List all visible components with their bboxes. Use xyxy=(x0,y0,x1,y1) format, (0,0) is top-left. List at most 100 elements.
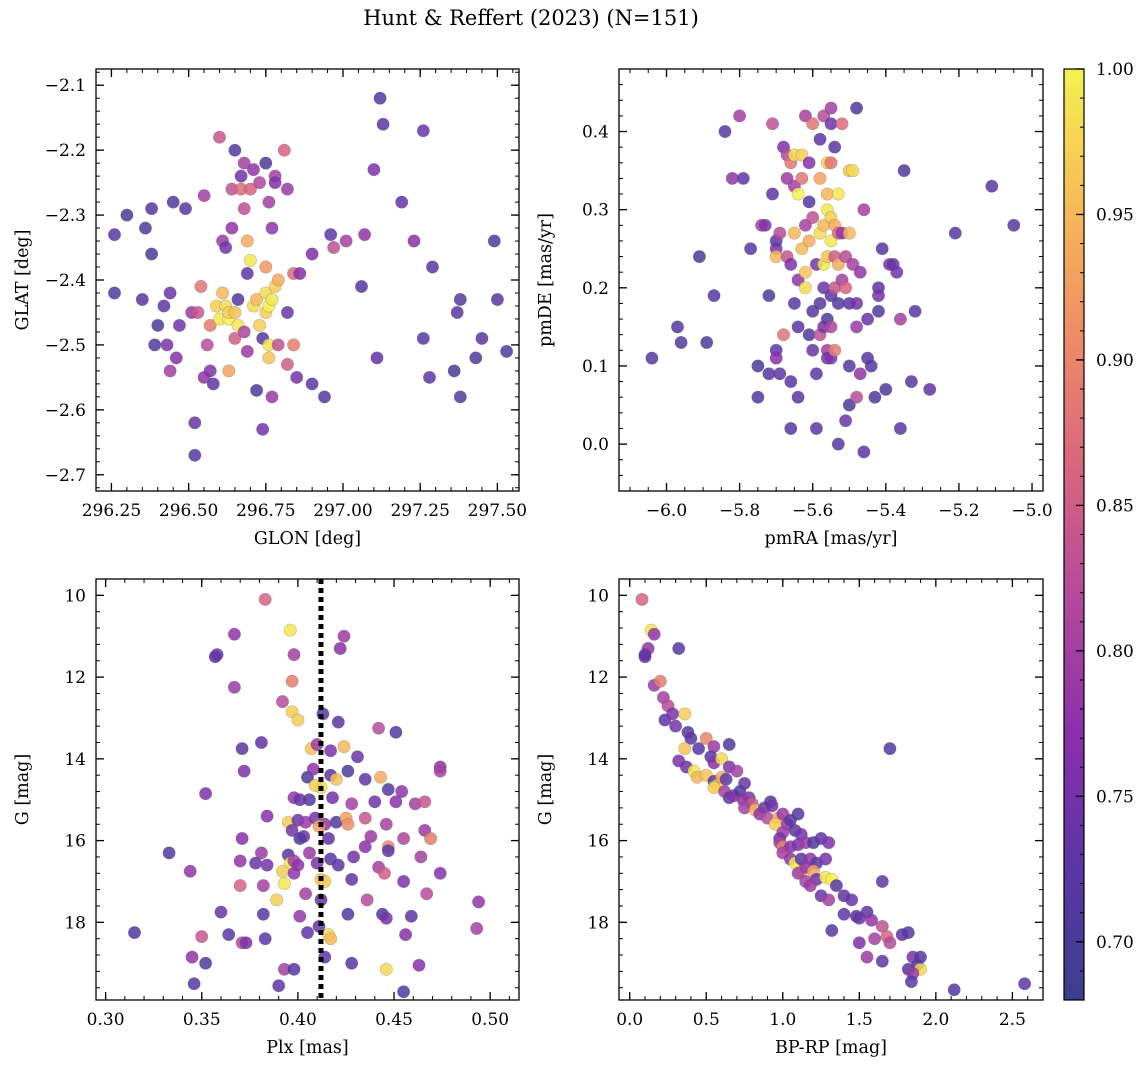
scatter-point xyxy=(397,874,411,888)
scatter-point xyxy=(233,879,247,893)
scatter-point xyxy=(730,764,744,778)
y-tick-label: 18 xyxy=(587,913,609,933)
scatter-point xyxy=(347,850,361,864)
scatter-point xyxy=(237,202,251,216)
scatter-point xyxy=(839,414,853,428)
scatter-point xyxy=(214,905,228,919)
scatter-point xyxy=(157,299,171,313)
scatter-point xyxy=(762,367,776,381)
scatter-point xyxy=(829,879,843,893)
scatter-point xyxy=(824,234,838,248)
scatter-point xyxy=(358,840,372,854)
y-tick-label: −2.4 xyxy=(45,271,86,291)
scatter-point xyxy=(722,737,736,751)
scatter-point xyxy=(379,911,393,925)
y-tick-label: −2.1 xyxy=(45,76,86,96)
scatter-point xyxy=(333,641,347,655)
scatter-point xyxy=(692,250,706,264)
scatter-point xyxy=(839,250,853,264)
scatter-point xyxy=(472,895,486,909)
scatter-point xyxy=(875,242,889,256)
scatter-point xyxy=(293,831,307,845)
scatter-point xyxy=(228,143,242,157)
x-tick-label: 0.5 xyxy=(693,1010,720,1030)
scatter-point xyxy=(852,936,866,950)
scatter-point xyxy=(327,241,341,255)
scatter-point xyxy=(322,831,336,845)
scatter-point xyxy=(306,762,320,776)
colorbar: 0.70 0.75 0.80 0.85 0.90 0.95 1.00 xyxy=(1063,60,1134,1001)
scatter-point xyxy=(389,725,403,739)
scatter-point xyxy=(188,416,202,430)
scatter-point xyxy=(233,854,247,868)
scatter-point xyxy=(293,909,307,923)
y-tick-label: 18 xyxy=(64,913,86,933)
y-tick-label: −2.3 xyxy=(45,206,86,226)
scatter-point xyxy=(253,318,267,332)
scatter-point xyxy=(798,281,812,295)
scatter-point xyxy=(317,390,331,404)
minor-ticks xyxy=(619,578,1044,1000)
scatter-point xyxy=(875,954,889,968)
scatter-point xyxy=(358,811,372,825)
scatter-point xyxy=(337,629,351,643)
scatter-point xyxy=(784,421,798,435)
scatter-point xyxy=(824,101,838,115)
scatter-point xyxy=(389,795,403,809)
scatter-point xyxy=(341,907,355,921)
scatter-point xyxy=(260,858,274,872)
scatter-point xyxy=(791,320,805,334)
x-tick-label: 297.00 xyxy=(313,501,372,521)
scatter-point xyxy=(379,817,393,831)
scatter-point xyxy=(638,650,652,664)
scatter-point xyxy=(243,254,257,268)
axes-frame xyxy=(618,68,1044,492)
scatter-point xyxy=(725,171,739,185)
scatter-point xyxy=(237,156,251,170)
scatter-point xyxy=(852,911,866,925)
scatter-point xyxy=(802,328,816,342)
scatter-point xyxy=(213,130,227,144)
x-tick-label: −5.4 xyxy=(865,501,906,521)
scatter-point xyxy=(381,782,395,796)
scatter-point xyxy=(809,367,823,381)
scatter-point xyxy=(237,764,251,778)
scatter-point xyxy=(828,343,842,357)
x-tick-label: 1.0 xyxy=(769,1010,796,1030)
colorbar-tick-label: 1.00 xyxy=(1096,60,1134,80)
scatter-point xyxy=(824,156,838,170)
scatter-point xyxy=(234,169,248,183)
y-tick-label: 10 xyxy=(64,586,86,606)
scatter-point xyxy=(678,707,692,721)
scatter-point xyxy=(219,241,233,255)
scatter-point xyxy=(169,351,183,365)
axes-frame xyxy=(95,578,520,1001)
scatter-points xyxy=(635,592,1032,997)
scatter-point xyxy=(203,318,217,332)
scatter-point xyxy=(285,674,299,688)
scatter-point xyxy=(404,909,418,923)
scatter-point xyxy=(399,928,413,942)
scatter-point xyxy=(828,140,842,154)
scatter-point xyxy=(345,956,359,970)
scatter-point xyxy=(857,445,871,459)
x-tick-label: 1.5 xyxy=(846,1010,873,1030)
y-tick-label: 14 xyxy=(587,750,609,770)
scatter-point xyxy=(163,364,177,378)
scatter-point xyxy=(653,674,667,688)
y-tick-label: 0.0 xyxy=(582,435,609,455)
scatter-point xyxy=(364,829,378,843)
scatter-point xyxy=(883,742,897,756)
scatter-point xyxy=(395,195,409,209)
colorbar-tick-label: 0.80 xyxy=(1096,642,1134,662)
scatter-point xyxy=(259,156,273,170)
x-tick-label: 2.0 xyxy=(922,1010,949,1030)
scatter-point xyxy=(817,109,831,123)
x-tick-label: 0.30 xyxy=(87,1010,125,1030)
scatter-point xyxy=(700,335,714,349)
scatter-point xyxy=(839,281,853,295)
scatter-point xyxy=(1018,977,1032,991)
scatter-point xyxy=(256,422,270,436)
scatter-point xyxy=(203,364,217,378)
